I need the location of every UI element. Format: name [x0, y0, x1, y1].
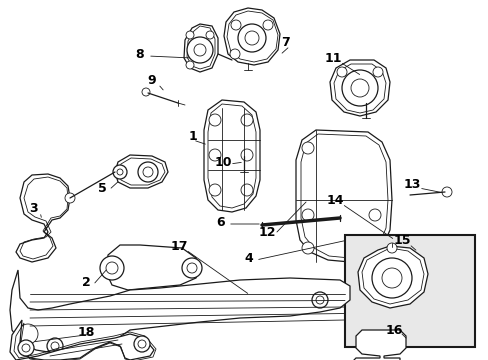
Polygon shape — [319, 204, 375, 250]
Circle shape — [386, 243, 396, 253]
Circle shape — [229, 49, 240, 59]
Circle shape — [336, 67, 346, 77]
Circle shape — [194, 44, 205, 56]
Text: 7: 7 — [280, 36, 289, 49]
Circle shape — [241, 114, 252, 126]
Circle shape — [186, 263, 197, 273]
Polygon shape — [10, 320, 154, 360]
Circle shape — [65, 193, 75, 203]
Circle shape — [113, 165, 127, 179]
Circle shape — [368, 209, 380, 221]
Circle shape — [51, 342, 59, 350]
Circle shape — [18, 324, 38, 344]
Circle shape — [186, 37, 213, 63]
Text: 15: 15 — [392, 234, 410, 247]
Circle shape — [371, 258, 411, 298]
Text: 16: 16 — [385, 324, 402, 337]
Circle shape — [47, 338, 63, 354]
Circle shape — [333, 212, 361, 240]
Circle shape — [340, 219, 354, 233]
Text: 8: 8 — [135, 48, 144, 60]
Polygon shape — [106, 245, 200, 290]
Circle shape — [441, 187, 451, 197]
Circle shape — [208, 149, 221, 161]
Circle shape — [244, 31, 259, 45]
Text: 14: 14 — [325, 194, 343, 207]
Text: 5: 5 — [98, 181, 106, 194]
Circle shape — [381, 268, 401, 288]
Circle shape — [302, 209, 313, 221]
Circle shape — [315, 296, 324, 304]
Text: 10: 10 — [214, 156, 231, 168]
Text: 9: 9 — [147, 73, 156, 86]
Polygon shape — [115, 155, 168, 188]
Circle shape — [205, 31, 214, 39]
Circle shape — [134, 336, 150, 352]
Text: 1: 1 — [188, 130, 197, 143]
Polygon shape — [329, 60, 389, 116]
Polygon shape — [353, 330, 405, 360]
Circle shape — [138, 340, 146, 348]
FancyBboxPatch shape — [345, 235, 474, 347]
Circle shape — [230, 20, 241, 30]
Circle shape — [142, 167, 153, 177]
Text: 6: 6 — [216, 216, 225, 229]
Circle shape — [106, 262, 118, 274]
Circle shape — [238, 24, 265, 52]
Circle shape — [117, 169, 123, 175]
Circle shape — [241, 184, 252, 196]
Text: 11: 11 — [324, 51, 341, 64]
Polygon shape — [183, 24, 218, 72]
Circle shape — [185, 31, 194, 39]
Text: 18: 18 — [77, 325, 95, 338]
Text: 3: 3 — [29, 202, 37, 215]
Text: 12: 12 — [258, 225, 275, 238]
Circle shape — [100, 256, 124, 280]
Polygon shape — [295, 130, 391, 262]
Circle shape — [350, 79, 368, 97]
Circle shape — [18, 340, 34, 356]
Text: 4: 4 — [244, 252, 253, 265]
Circle shape — [302, 142, 313, 154]
Circle shape — [185, 61, 194, 69]
Polygon shape — [224, 8, 280, 65]
Circle shape — [22, 344, 30, 352]
Circle shape — [263, 20, 272, 30]
Polygon shape — [203, 100, 260, 212]
Circle shape — [142, 88, 150, 96]
Text: 13: 13 — [403, 179, 420, 192]
Text: 2: 2 — [81, 276, 90, 289]
Circle shape — [311, 292, 327, 308]
Polygon shape — [357, 246, 427, 308]
Circle shape — [208, 184, 221, 196]
Circle shape — [302, 242, 313, 254]
Circle shape — [241, 149, 252, 161]
Text: 17: 17 — [170, 239, 187, 252]
Circle shape — [360, 93, 370, 103]
Circle shape — [341, 70, 377, 106]
Circle shape — [138, 162, 158, 182]
Circle shape — [208, 114, 221, 126]
Circle shape — [372, 67, 382, 77]
Polygon shape — [16, 174, 70, 262]
Circle shape — [240, 148, 247, 156]
Polygon shape — [10, 270, 349, 354]
Circle shape — [182, 258, 202, 278]
